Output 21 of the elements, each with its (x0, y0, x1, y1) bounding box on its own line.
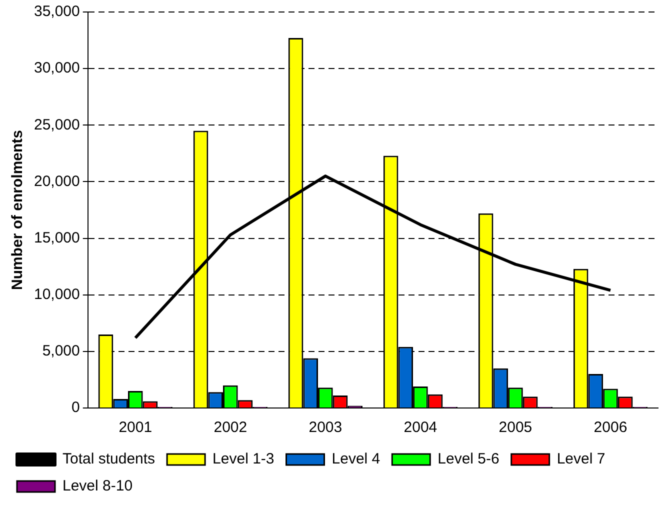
legend-label: Level 5-6 (438, 450, 500, 468)
y-tick-label: 30,000 (34, 60, 80, 77)
x-tick-label: 2004 (404, 419, 438, 436)
legend-label: Level 7 (556, 450, 606, 468)
legend-label: Level 1-3 (212, 450, 274, 468)
x-tick-label: 2005 (498, 419, 532, 436)
legend-label: Total students (62, 450, 156, 468)
x-tick-label: 2001 (118, 419, 152, 436)
x-tick-label: 2002 (214, 419, 248, 436)
legend-label: Level 4 (332, 450, 380, 468)
x-tick-label: 2006 (594, 419, 628, 436)
legend-label: Level 8-10 (62, 478, 133, 495)
x-tick-label: 2003 (308, 419, 342, 436)
y-tick-label: 5,000 (42, 342, 80, 360)
y-axis-title: Number of enrolments (9, 130, 26, 290)
y-tick-label: 35,000 (34, 3, 80, 20)
y-tick-label: 25,000 (34, 116, 80, 134)
y-tick-label: 10,000 (34, 286, 80, 303)
y-tick-label: 15,000 (34, 229, 80, 246)
y-tick-label: 20,000 (34, 172, 80, 190)
y-tick-label: 0 (72, 399, 80, 416)
